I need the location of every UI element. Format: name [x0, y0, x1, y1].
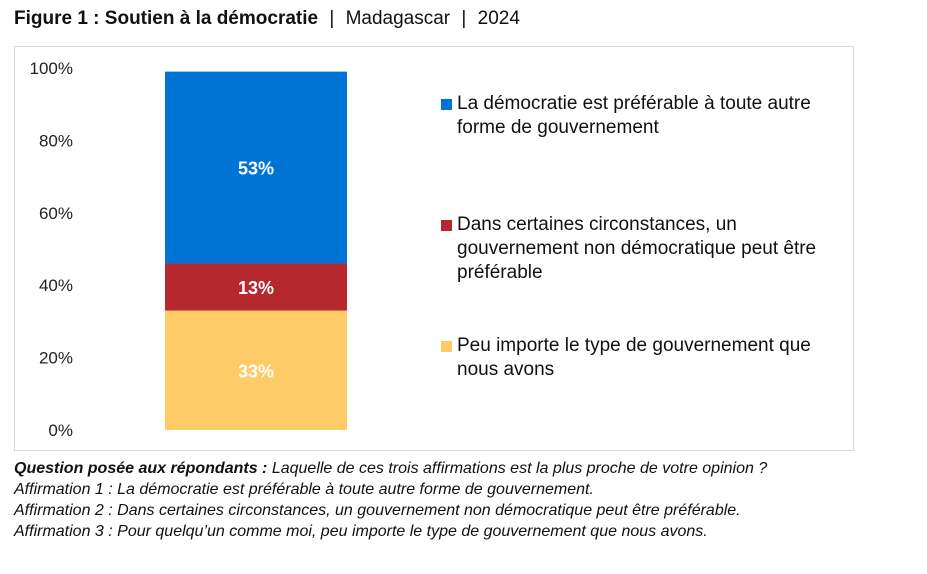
question-line: Question posée aux répondants : Laquelle… [14, 458, 919, 479]
data-label: 13% [238, 278, 274, 298]
y-tick-label: 40% [39, 276, 73, 295]
legend-label: Peu importe le type de gouvernement que … [457, 335, 811, 380]
legend-swatch [441, 99, 452, 110]
legend-label: La démocratie est préférable à toute aut… [457, 93, 811, 138]
figure-title-main: Figure 1 : Soutien à la démocratie [14, 8, 319, 29]
y-tick-label: 80% [39, 131, 73, 150]
affirmation-2: Affirmation 2 : Dans certaines circonsta… [14, 502, 741, 519]
bar-segment [165, 310, 347, 430]
stacked-bar-chart: 0% 20% 40% 60% 80% 100% 33% 13% 53% [30, 59, 347, 440]
question-label: Question posée aux répondants : [14, 460, 268, 477]
y-tick-label: 0% [48, 421, 73, 440]
legend-swatch [441, 341, 452, 352]
figure-title: Figure 1 : Soutien à la démocratie | Mad… [14, 8, 520, 30]
title-separator: | [461, 8, 467, 29]
data-label: 33% [238, 361, 274, 381]
figure-notes: Question posée aux répondants : Laquelle… [14, 458, 919, 542]
affirmation-3: Affirmation 3 : Pour quelqu’un comme moi… [14, 523, 708, 540]
legend-label: Dans certaines circonstances, un gouvern… [457, 214, 817, 283]
title-separator: | [329, 8, 335, 29]
bar-segment [165, 263, 347, 311]
data-label: 53% [238, 159, 274, 179]
chart-frame: 0% 20% 40% 60% 80% 100% 33% 13% 53% La démocrati… [14, 46, 854, 451]
y-tick-label: 20% [39, 349, 73, 368]
bar-segment [165, 71, 347, 264]
y-tick-label: 100% [30, 59, 73, 78]
affirmation-1: Affirmation 1 : La démocratie est préfér… [14, 481, 594, 498]
figure-year: 2024 [477, 8, 520, 29]
figure-country: Madagascar [345, 8, 451, 29]
legend-swatch [441, 220, 452, 231]
question-text: Laquelle de ces trois affirmations est l… [271, 460, 768, 477]
y-tick-label: 60% [39, 204, 73, 223]
